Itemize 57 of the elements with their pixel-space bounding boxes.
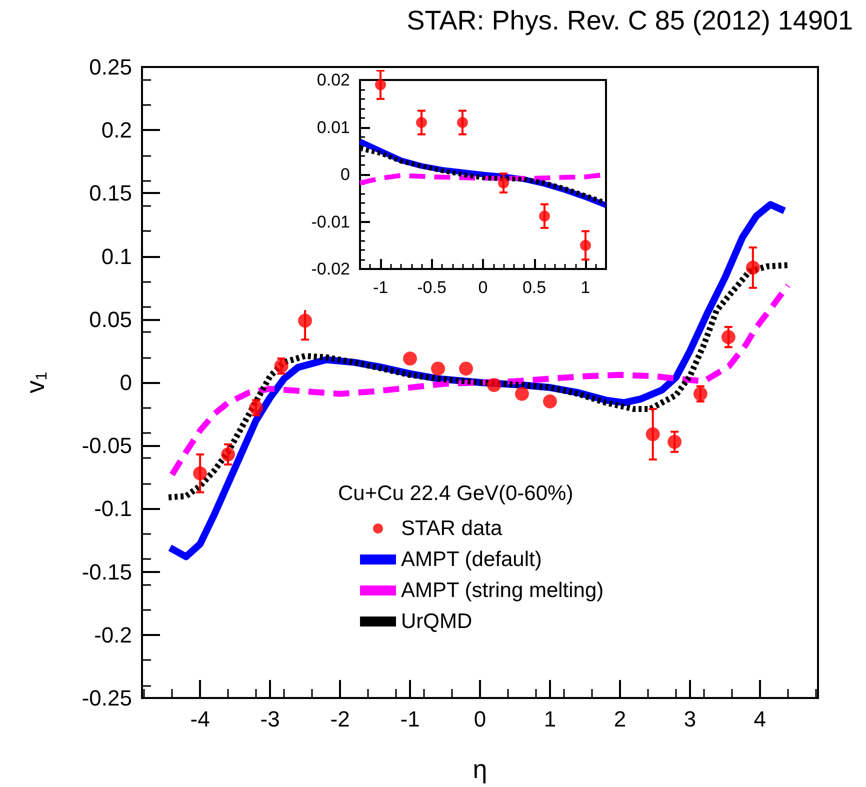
x-tick-label: 1 — [580, 278, 590, 297]
x-tick-label: -1 — [372, 278, 388, 297]
point — [542, 394, 557, 408]
y-tick-label: 0.05 — [89, 306, 132, 332]
x-axis-title: η — [472, 754, 488, 784]
point — [459, 362, 474, 376]
y-tick-label: -0.01 — [311, 212, 350, 232]
x-tick-label: 4 — [754, 706, 766, 732]
legend-label: AMPT (string melting) — [401, 579, 604, 602]
x-tick-label: -0.5 — [417, 278, 446, 297]
legend-label: AMPT (default) — [401, 548, 542, 571]
x-tick-label: 1 — [544, 706, 556, 732]
point — [668, 434, 682, 449]
y-tick-label: -0.15 — [82, 559, 132, 584]
x-tick-label: -1 — [400, 706, 420, 732]
point — [221, 447, 236, 462]
x-tick-label: 0 — [478, 278, 488, 297]
point — [416, 117, 427, 128]
point — [375, 79, 386, 90]
y-tick-label: 0 — [120, 370, 132, 395]
y-tick-label: -0.25 — [82, 686, 132, 710]
y-tick-label: 0.25 — [89, 54, 132, 80]
point — [298, 314, 312, 328]
point — [746, 260, 760, 275]
y-tick-label: 0.02 — [316, 70, 350, 90]
legend-title: Cu+Cu 22.4 GeV(0-60%) — [338, 482, 574, 505]
y-tick-label: 0.1 — [101, 244, 132, 269]
point — [498, 178, 509, 188]
legend-label: UrQMD — [401, 610, 472, 633]
y-tick-label: 0 — [340, 165, 350, 184]
chart-title: STAR: Phys. Rev. C 85 (2012) 14901 — [406, 6, 854, 36]
y-axis-title: v1 — [20, 372, 50, 394]
y-tick-label: -0.05 — [82, 433, 132, 458]
y-tick-label: 0.15 — [89, 180, 132, 206]
x-tick-label: 0.5 — [522, 278, 546, 297]
point — [580, 240, 591, 251]
legend-label: STAR data — [401, 517, 502, 540]
x-tick-label: -4 — [190, 706, 210, 732]
y-tick-label: -0.2 — [94, 622, 132, 648]
point — [539, 210, 550, 222]
x-tick-label: 2 — [614, 706, 626, 732]
point — [721, 330, 736, 344]
y-tick-label: -0.02 — [311, 260, 350, 278]
point — [431, 362, 446, 376]
y-tick-label: -0.1 — [94, 496, 132, 522]
point — [403, 352, 418, 366]
x-tick-label: 3 — [684, 706, 696, 732]
point — [487, 378, 501, 392]
point — [457, 117, 468, 128]
x-tick-label: -2 — [330, 706, 350, 732]
x-tick-label: 0 — [474, 706, 486, 732]
y-tick-label: 0.01 — [316, 118, 350, 137]
x-tick-label: -3 — [260, 706, 280, 732]
y-tick-label: 0.2 — [101, 118, 132, 143]
point — [515, 386, 529, 401]
point — [193, 466, 208, 480]
point — [646, 427, 660, 442]
